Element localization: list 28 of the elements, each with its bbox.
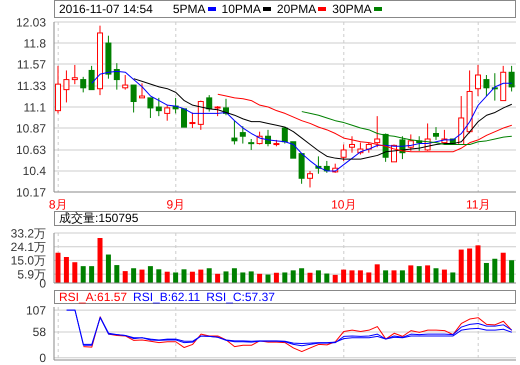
y-tick-label: 33.2万	[10, 226, 46, 240]
series-label: RSI_A:61.57	[59, 290, 128, 304]
y-tick-label: 58	[32, 325, 46, 340]
y-tick-label: 15.0万	[10, 254, 46, 268]
y-tick-label: 11.1	[24, 100, 46, 114]
y-tick-label: 10.17	[16, 185, 46, 200]
legend-label: 10PMA	[222, 2, 262, 16]
text: RSI_B:62.11	[133, 290, 200, 304]
y-tick-label: 10.4	[22, 164, 46, 178]
y-tick-label: 107	[26, 303, 46, 318]
x-tick-label: 11月	[466, 198, 490, 212]
y-tick-label: 11.8	[24, 36, 46, 50]
x-tick-label: 9月	[166, 198, 186, 212]
y-tick-label: 11.33	[16, 79, 46, 94]
chart-title: 成交量:150795	[59, 210, 138, 227]
y-tick-label: 12.03	[16, 15, 46, 30]
y-tick-label: 11.57	[16, 57, 46, 72]
y-tick-label: 24.1万	[10, 240, 46, 254]
legend-label: 30PMA	[332, 2, 373, 16]
legend-label: 5PMA	[172, 2, 207, 16]
x-tick-label: 8月	[48, 198, 68, 212]
y-tick-label: 10.87	[16, 121, 46, 136]
y-tick-label: 10.63	[16, 143, 46, 158]
x-tick-label: 10月	[331, 198, 356, 212]
y-tick-label: 0	[39, 351, 46, 365]
legend-label: 20PMA	[276, 2, 318, 16]
chart-title: 2016-11-07 14:54	[59, 2, 153, 16]
text: RSI_C:57.37	[206, 290, 275, 304]
